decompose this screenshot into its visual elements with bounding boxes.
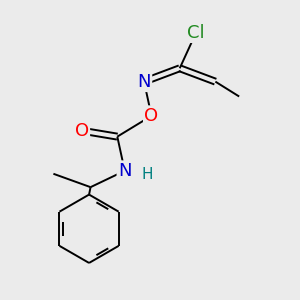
- Text: O: O: [144, 107, 158, 125]
- Text: N: N: [118, 162, 131, 180]
- Text: Cl: Cl: [187, 24, 205, 42]
- Text: N: N: [137, 73, 151, 91]
- Text: H: H: [141, 167, 153, 182]
- Text: O: O: [75, 122, 89, 140]
